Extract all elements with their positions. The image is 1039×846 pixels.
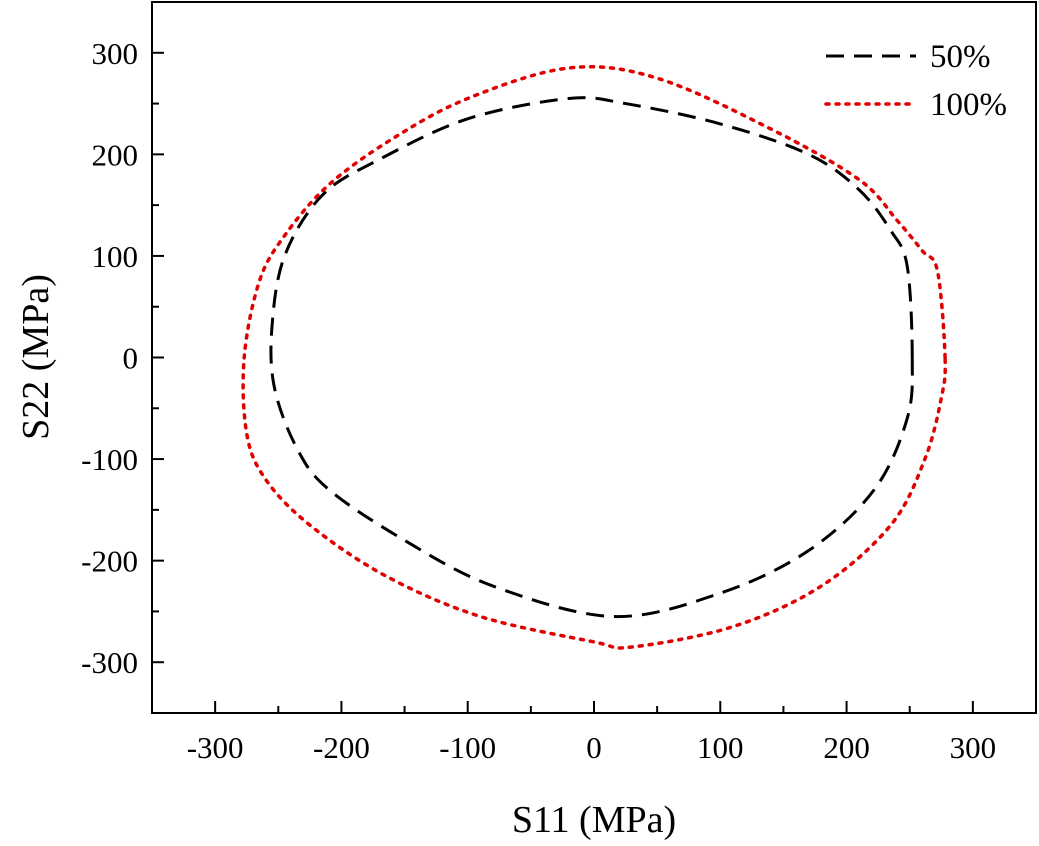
y-tick-label: -200: [81, 544, 138, 579]
series-line-100pct: [241, 65, 947, 650]
x-tick-label: 0: [586, 730, 602, 765]
y-axis-tick-labels: -300 -200 -100 0 100 200 300: [81, 36, 138, 680]
x-tick-label: 200: [823, 730, 870, 765]
y-tick-label: 300: [92, 36, 139, 71]
y-tick-label: 200: [92, 137, 139, 172]
x-tick-label: -300: [187, 730, 244, 765]
x-axis-tick-labels: -300 -200 -100 0 100 200 300: [187, 730, 996, 765]
x-tick-label: -200: [313, 730, 370, 765]
x-tick-label: 100: [697, 730, 744, 765]
y-tick-label: 0: [123, 341, 139, 376]
x-tick-label: -100: [439, 730, 496, 765]
x-tick-label: 300: [950, 730, 997, 765]
legend-label-50: 50%: [930, 39, 991, 75]
series-line-50pct: [269, 96, 914, 619]
x-axis-title: S11 (MPa): [512, 799, 676, 841]
y-axis-ticks: [152, 1, 164, 714]
y-tick-label: -100: [81, 442, 138, 477]
plot-frame: [151, 1, 1037, 714]
y-tick-label: -300: [81, 645, 138, 680]
series-layer: [241, 65, 947, 650]
x-axis-ticks: [151, 701, 1037, 713]
legend-label-100: 100%: [930, 87, 1007, 123]
y-tick-label: 100: [92, 239, 139, 274]
legend: 50% 100%: [824, 39, 1007, 123]
y-axis-title: S22 (MPa): [15, 274, 57, 440]
